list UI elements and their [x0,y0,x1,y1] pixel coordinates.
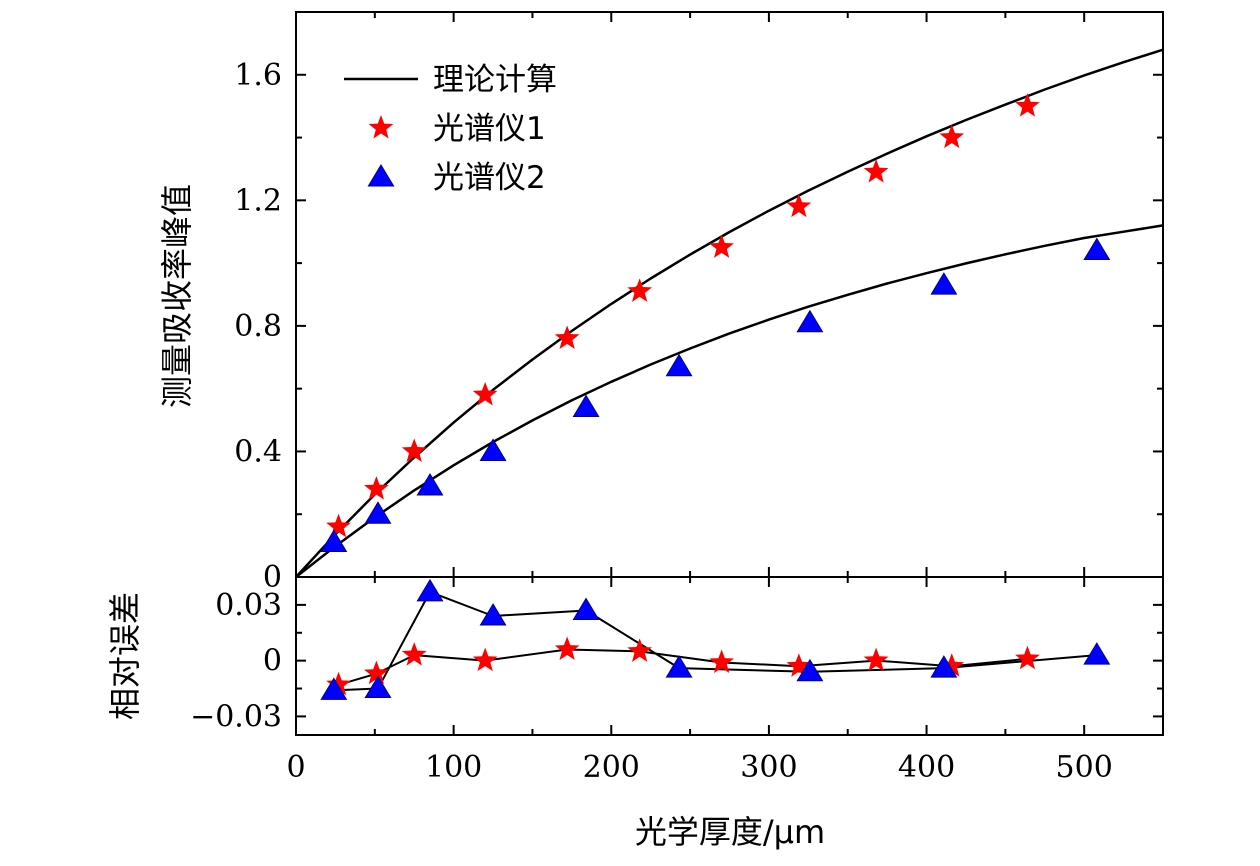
error-point-spectrometer1 [627,638,653,662]
top-y-tick-label: 1.6 [234,58,282,93]
bottom-y-tick-label: −0.03 [190,699,282,734]
x-axis-title: 光学厚度/μm [635,813,825,851]
error-point-spectrometer1 [1015,645,1040,670]
top-y-tick-label: 0.8 [234,309,282,344]
spectrometer1-point [364,476,389,500]
error-point-spectrometer2 [479,603,507,626]
spectrometer2-point [665,353,693,377]
error-point-spectrometer1 [326,671,351,696]
x-tick-label: 400 [898,750,955,785]
error-point-spectrometer2 [1083,642,1111,665]
spectrometer1-point [709,234,734,258]
spectrometer1-point [401,438,427,462]
spectrometer2-point [320,529,348,552]
x-tick-label: 100 [425,750,482,785]
error-line-spectrometer2 [333,590,1097,692]
legend-triangle-symbol [367,164,395,187]
spectrometer2-point [1083,237,1111,261]
spectrometer2-point [416,473,444,496]
spectrometer1-point [326,513,351,538]
error-point-spectrometer2 [796,658,824,682]
bottom-y-tick-label: 0.03 [215,588,282,623]
legend-triangle-marker [367,164,395,187]
error-point-spectrometer1 [709,649,734,674]
error-point-spectrometer1 [364,660,389,685]
spectrometer1-point [863,159,889,183]
top-y-tick-label: 0 [263,560,282,595]
legend-label-spectrometer2: 光谱仪2 [433,160,546,196]
error-point-spectrometer1 [863,647,889,672]
spectrometer2-point [796,309,824,333]
spectrometer2-point [364,501,392,524]
bottom-plot-frame [295,576,1164,736]
spectrometer1-point [786,193,812,218]
x-tick-label: 500 [1056,750,1113,785]
error-point-spectrometer2 [930,655,958,678]
spectrometer1-point [472,381,498,406]
legend: 理论计算 光谱仪1 光谱仪2 [344,62,557,196]
x-tick-label: 200 [583,750,640,785]
bottom-y-tick-label: 0 [263,644,282,679]
legend-label-theory: 理论计算 [433,62,557,98]
error-point-spectrometer1 [472,647,498,672]
theory-curve-1 [295,48,1164,578]
top-y-tick-label: 0.4 [234,434,282,469]
top-panel: 0 0.4 0.8 1.2 1.6 测量吸收率峰值 [158,11,1164,595]
spectrometer2-point [930,272,958,295]
error-point-spectrometer1 [401,642,427,666]
error-point-spectrometer2 [572,597,600,620]
top-y-tick-label: 1.2 [234,183,282,218]
spectrometer1-point [939,124,965,149]
error-point-spectrometer2 [364,675,392,699]
error-point-spectrometer1 [939,653,965,677]
spectrometer1-point [554,325,580,349]
legend-label-spectrometer1: 光谱仪1 [433,111,546,147]
x-tick-label: 300 [740,750,797,785]
x-tick-label: 0 [286,750,305,785]
spectrometer1-point [627,278,653,302]
spectrometer2-point [479,438,507,461]
theory-curve-2 [295,224,1164,578]
error-point-spectrometer2 [320,677,348,700]
error-point-spectrometer1 [786,653,812,677]
spectrometer2-point [572,394,600,417]
legend-star-marker [368,115,394,139]
spectrometer1-point [1015,93,1040,117]
bottom-y-axis-title: 相对误差 [106,592,144,720]
error-point-spectrometer2 [416,578,444,602]
error-point-spectrometer1 [554,636,580,661]
top-y-axis-title: 测量吸收率峰值 [158,184,196,408]
legend-star-symbol [368,115,394,139]
error-point-spectrometer2 [665,655,693,678]
